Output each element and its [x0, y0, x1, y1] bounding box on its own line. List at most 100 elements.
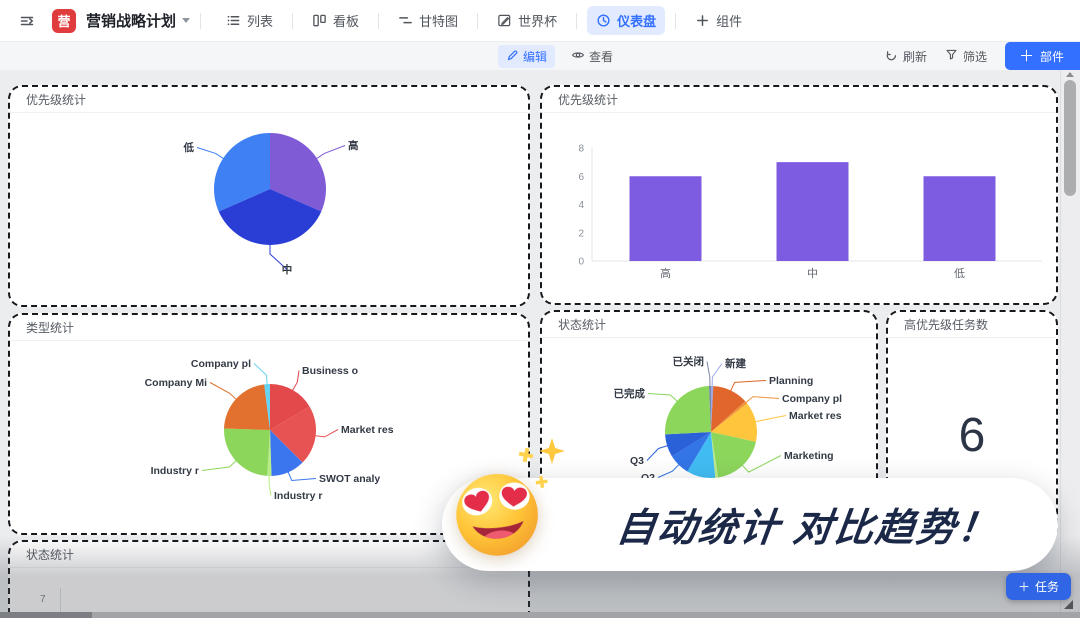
widget-priority-pie[interactable]: 优先级统计 高中 低 — [8, 85, 530, 307]
funnel-icon — [945, 48, 958, 64]
app-title[interactable]: 营销战略计划 — [86, 13, 177, 30]
refresh-icon — [885, 48, 898, 64]
pie-slice — [224, 384, 270, 430]
corner-grip-icon — [1064, 600, 1073, 609]
dashboard-clock-icon — [596, 13, 611, 28]
tab-add-component[interactable]: 组件 — [686, 6, 751, 35]
widget-title: 高优先级任务数 — [904, 318, 989, 332]
scroll-up-arrow-icon[interactable] — [1066, 72, 1074, 77]
pie-leader-line — [754, 415, 787, 423]
pie-slice-label: Industry r — [151, 465, 199, 477]
pie-leader-line — [287, 470, 317, 482]
kanban-icon — [312, 13, 327, 28]
tab-list[interactable]: 列表 — [217, 6, 282, 35]
tab-label: 看板 — [333, 14, 360, 29]
add-widget-button[interactable]: ＋ 部件 — [1004, 42, 1080, 70]
filter-button[interactable]: 筛选 — [945, 48, 987, 65]
pie-leader-line — [269, 243, 288, 270]
pie-leader-line — [291, 370, 300, 392]
pie-leader-line — [268, 474, 272, 496]
widget-type-pie[interactable]: 类型统计 Business o Market res SWOT analy Indus… — [8, 313, 530, 535]
pie-slice — [223, 428, 270, 476]
add-widget-label: 部件 — [1039, 49, 1064, 64]
widget-priority-bar[interactable]: 优先级统计 0 2 4 6 8 高 中 低 — [540, 85, 1058, 305]
tab-label: 仪表盘 — [617, 14, 657, 29]
list-icon — [226, 13, 241, 28]
widget-status-bottom[interactable]: 状态统计 7 — [8, 540, 530, 618]
y-tick-label: 0 — [578, 257, 584, 268]
sparkles-decoration — [518, 438, 565, 489]
pie-slice — [708, 385, 711, 432]
add-task-button[interactable]: ＋ 任务 — [1006, 573, 1072, 600]
x-category-label: 中 — [807, 267, 818, 280]
type-pie-chart: Business o Market res SWOT analy Industry r… — [145, 358, 394, 502]
tab-gantt[interactable]: 甘特图 — [389, 6, 467, 35]
pie-slice-label: Market res — [789, 410, 842, 422]
eye-icon — [571, 48, 585, 65]
promo-banner-text: 自动统计 对比趋势！ — [614, 506, 1002, 550]
tab-dashboard[interactable]: 仪表盘 — [587, 6, 666, 35]
pie-leader-line — [729, 380, 767, 392]
pie-slice-label: SWOT analy — [319, 473, 380, 485]
pie-leader-line — [253, 363, 268, 386]
pie-slice-label: Marketing — [784, 450, 834, 462]
refresh-button[interactable]: 刷新 — [885, 48, 927, 65]
plus-icon: ＋ — [1018, 580, 1031, 594]
pie-leader-line — [315, 145, 346, 160]
pie-leader-line — [711, 363, 723, 388]
chevron-down-icon — [182, 18, 191, 23]
sidebar-toggle-icon[interactable] — [16, 10, 38, 32]
pie-leader-line — [314, 429, 339, 438]
widget-title: 类型统计 — [26, 321, 75, 335]
vertical-scrollbar-thumb[interactable] — [1064, 80, 1076, 196]
tab-label: 世界杯 — [518, 14, 558, 29]
tab-worldcup[interactable]: 世界杯 — [488, 6, 566, 35]
pie-slice-label: Business o — [302, 365, 358, 377]
priority-bar-chart: 0 2 4 6 8 高 中 低 — [578, 144, 1042, 280]
priority-pie-chart: 高中 低 — [183, 133, 359, 276]
horizontal-scrollbar-thumb[interactable] — [0, 612, 92, 618]
pie-slice — [270, 133, 326, 212]
tab-label: 组件 — [716, 14, 743, 29]
tab-kanban[interactable]: 看板 — [303, 6, 368, 35]
pie-slice — [270, 406, 317, 463]
pie-slice-label: 已关闭 — [673, 355, 705, 368]
pie-slice — [711, 386, 746, 432]
pie-slice-label: 已完成 — [614, 387, 646, 400]
view-mode-button[interactable]: 查看 — [563, 45, 621, 68]
plus-icon — [695, 13, 710, 28]
pie-slice — [214, 133, 270, 212]
pie-slice — [264, 384, 270, 430]
y-tick-label: 8 — [578, 144, 584, 155]
horizontal-scrollbar[interactable] — [0, 612, 1080, 618]
pie-leader-line — [657, 463, 681, 478]
pie-slice — [711, 432, 719, 478]
dashboard-toolbar: 编辑 查看 刷新 — [0, 42, 1080, 70]
widget-title: 状态统计 — [558, 318, 607, 332]
y-tick-label: 2 — [578, 228, 584, 239]
pencil-icon — [506, 49, 519, 65]
pie-slice — [671, 432, 711, 472]
tab-label: 列表 — [247, 14, 274, 29]
widget-title: 优先级统计 — [558, 93, 619, 107]
pie-slice-label: 高 — [348, 139, 359, 152]
app-logo[interactable]: 营 — [52, 8, 76, 33]
pie-slice — [664, 386, 711, 435]
widget-title: 优先级统计 — [26, 93, 87, 107]
pie-leader-line — [201, 459, 238, 471]
edit-label: 编辑 — [523, 50, 548, 64]
high-priority-count-value: 6 — [958, 409, 986, 462]
vertical-scrollbar[interactable] — [1060, 70, 1080, 612]
y-tick-label: 6 — [578, 172, 584, 183]
add-task-label: 任务 — [1035, 580, 1060, 594]
y-tick-label: 4 — [578, 200, 584, 211]
filter-label: 筛选 — [962, 49, 987, 64]
pie-leader-line — [646, 444, 669, 461]
pie-leader-line — [647, 393, 679, 403]
x-category-label: 高 — [660, 266, 671, 280]
edit-mode-button[interactable]: 编辑 — [498, 45, 556, 68]
bar — [923, 176, 996, 261]
pie-slice-label: Market res — [341, 424, 394, 436]
x-category-label: 低 — [954, 267, 965, 280]
